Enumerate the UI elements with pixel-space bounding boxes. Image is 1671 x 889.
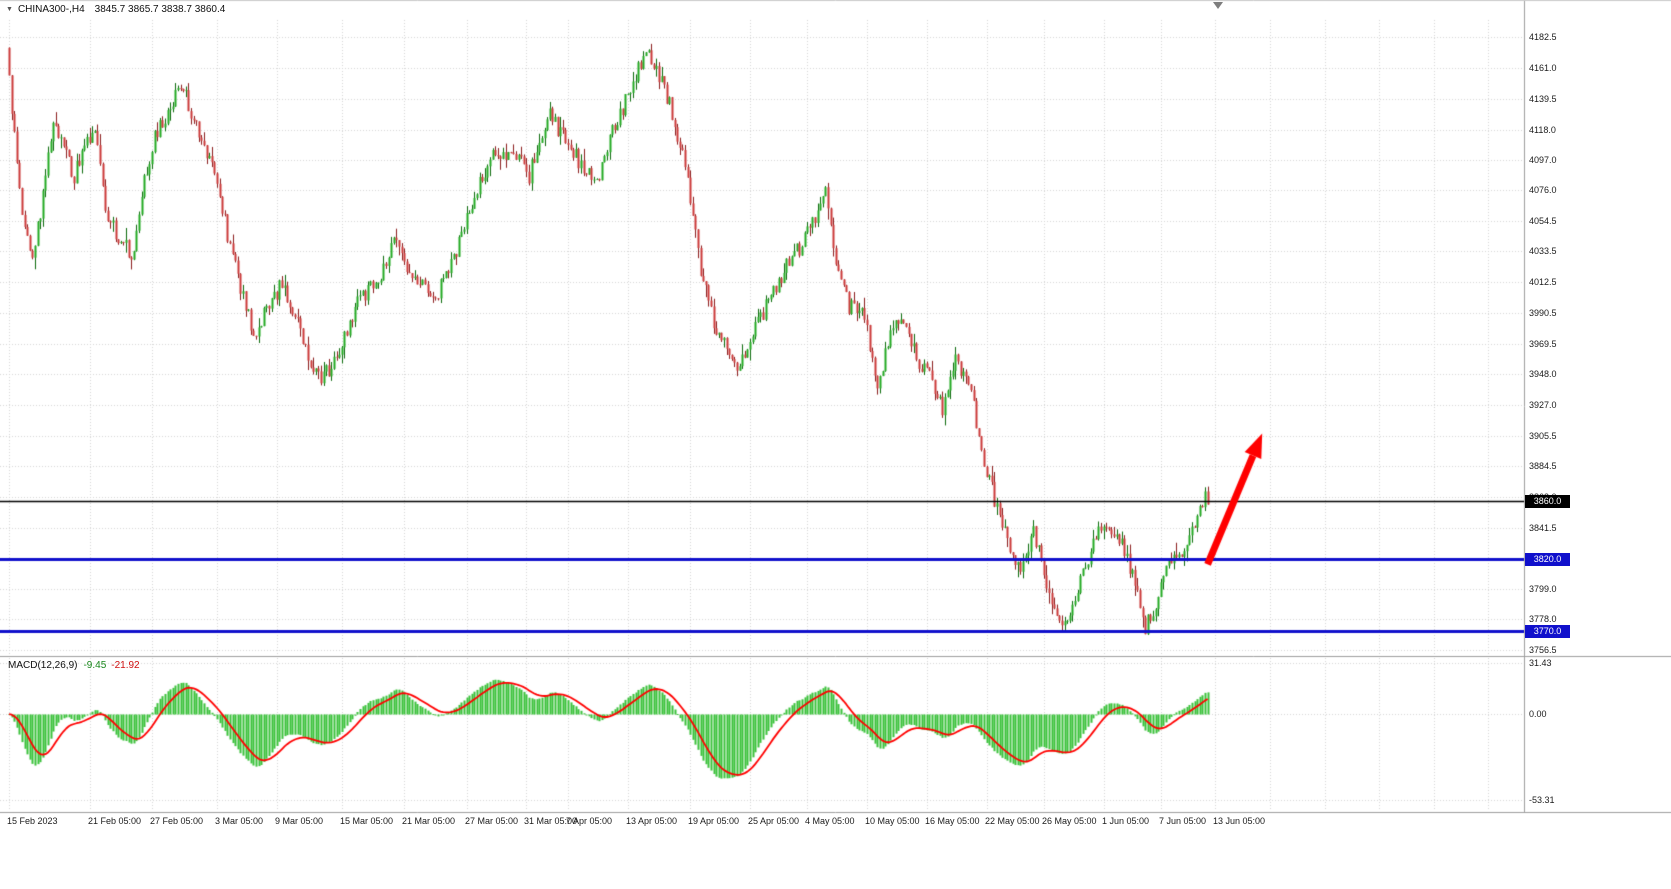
macd-indicator-label: MACD(12,26,9) -9.45 -21.92 (8, 660, 140, 671)
symbol-period-label: CHINA300-,H4 (17, 4, 85, 15)
macd-main-value: -9.45 (83, 660, 107, 671)
chart-title: ▼ CHINA300-,H4 3845.7 3865.7 3838.7 3860… (6, 3, 225, 16)
symbol-dropdown-icon[interactable]: ▼ (6, 6, 13, 13)
ohlc-values-label: 3845.7 3865.7 3838.7 3860.4 (94, 4, 226, 15)
macd-name-label: MACD(12,26,9) (8, 660, 78, 671)
chart-shift-marker-icon[interactable] (1213, 2, 1223, 9)
macd-signal-value: -21.92 (111, 660, 140, 671)
